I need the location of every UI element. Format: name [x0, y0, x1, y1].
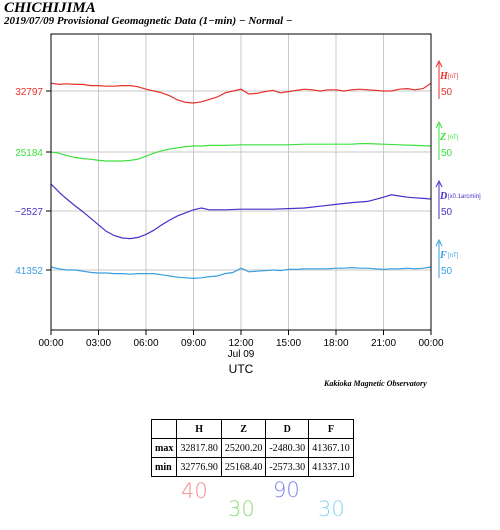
- component-name-f: F: [439, 250, 447, 261]
- observatory-credit: Kakioka Magnetic Observatory: [324, 379, 427, 388]
- component-unit-d: [x0.1arcmin]: [448, 194, 481, 200]
- scale-label-h: 50: [441, 87, 453, 98]
- handwritten-note-h: 40: [181, 479, 208, 503]
- x-tick-label: 12:00: [228, 338, 253, 349]
- scale-arrowhead-z: [435, 120, 443, 129]
- component-unit-f: [nT]: [448, 253, 459, 259]
- scale-label-z: 50: [441, 148, 453, 159]
- stats-row-max: max 32817.80 25200.20 -2480.30 41367.10: [150, 438, 354, 458]
- x-tick-label: 06:00: [133, 338, 158, 349]
- stats-header-row: H Z D F: [150, 419, 354, 439]
- stats-cell: 41337.10: [308, 457, 354, 477]
- chart-grid: [51, 34, 431, 330]
- stats-header-cell: Z: [220, 419, 267, 439]
- series-line-d: [50, 183, 432, 240]
- stats-cell: 32776.90: [176, 457, 222, 477]
- stats-row-label: min: [150, 457, 178, 477]
- handwritten-note-f: 30: [318, 497, 345, 521]
- stats-row-label: max: [150, 438, 178, 458]
- x-tick-label: 18:00: [323, 338, 348, 349]
- series-line-h: [50, 82, 432, 104]
- series-line-z: [50, 143, 432, 162]
- baseline-label-f: 41352: [15, 266, 43, 277]
- x-tick-label: 21:00: [371, 338, 396, 349]
- handwritten-note-z: 30: [228, 497, 255, 521]
- chart-series: [50, 82, 432, 280]
- stats-header-cell: H: [176, 419, 222, 439]
- x-tick-label: 15:00: [276, 338, 301, 349]
- station-title: CHICHIJIMA: [4, 0, 96, 16]
- stats-cell: -2480.30: [265, 438, 310, 458]
- baseline-label-h: 32797: [15, 87, 43, 98]
- x-tick-label: 00:00: [38, 338, 63, 349]
- stats-cell: -2573.30: [265, 457, 310, 477]
- component-name-h: H: [439, 71, 449, 82]
- stats-cell: 41367.10: [308, 438, 354, 458]
- x-tick-label: 00:00: [418, 338, 443, 349]
- x-axis-label: UTC: [229, 362, 254, 376]
- component-unit-h: [nT]: [448, 74, 459, 80]
- baseline-label-d: −2527: [15, 207, 44, 218]
- stats-cell: 32817.80: [176, 438, 222, 458]
- series-line-f: [50, 266, 432, 280]
- stats-header-cell: F: [308, 419, 354, 439]
- scale-label-f: 50: [441, 266, 453, 277]
- scale-arrowhead-d: [435, 179, 443, 188]
- component-name-d: D: [439, 191, 447, 202]
- stats-cell: 25168.40: [220, 457, 267, 477]
- component-name-z: Z: [439, 132, 446, 143]
- chart-axes: 00:00 03:00 06:00 09:00 12:00 15:00 18:00 21:00…: [15, 33, 481, 376]
- handwritten-note-d: 90: [273, 478, 300, 502]
- x-date-label: Jul 09: [228, 349, 255, 360]
- baseline-label-z: 25184: [15, 148, 43, 159]
- scale-label-d: 50: [441, 207, 453, 218]
- stats-header-cell: [150, 419, 178, 439]
- x-tick-label: 03:00: [86, 338, 111, 349]
- stats-table: H Z D F max 32817.80 25200.20 -2480.30 4…: [150, 419, 354, 477]
- x-tick-label: 09:00: [181, 338, 206, 349]
- stats-row-min: min 32776.90 25168.40 -2573.30 41337.10: [150, 457, 354, 477]
- scale-arrowhead-h: [435, 59, 443, 68]
- geomagnetic-chart: 00:00 03:00 06:00 09:00 12:00 15:00 18:00 21:00…: [15, 33, 481, 376]
- component-unit-z: [nT]: [448, 135, 459, 141]
- stats-cell: 25200.20: [220, 438, 267, 458]
- scale-arrowhead-f: [435, 238, 443, 247]
- stats-header-cell: D: [265, 419, 310, 439]
- chart-subtitle: 2019/07/09 Provisional Geomagnetic Data …: [4, 15, 293, 27]
